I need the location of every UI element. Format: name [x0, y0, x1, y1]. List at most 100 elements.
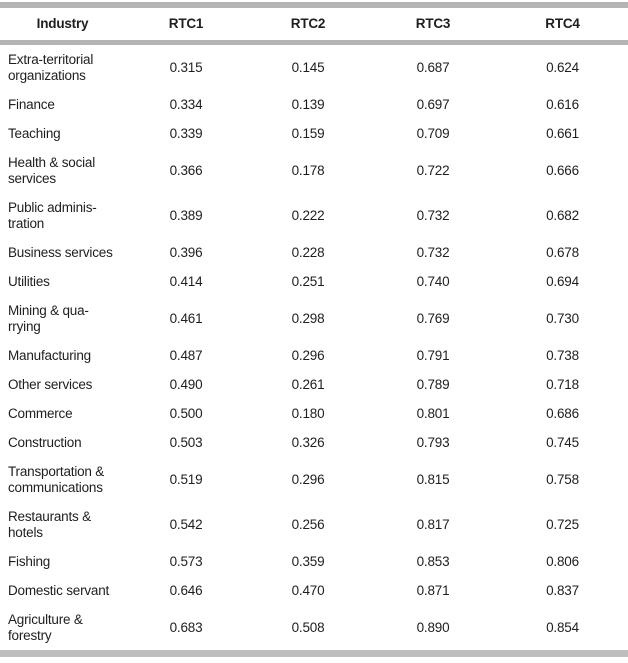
rtc3-value-cell: 0.769	[416, 310, 450, 326]
rtc4-value-cell: 0.738	[546, 347, 579, 363]
rtc3-value-cell: 0.815	[416, 471, 450, 487]
industry-cell: Construction	[8, 434, 82, 450]
rtc2-value-cell: 0.296	[291, 471, 325, 487]
rtc2-value-cell: 0.296	[291, 347, 325, 363]
rtc2-value-cell: 0.261	[291, 376, 325, 392]
rtc2-value-cell: 0.251	[291, 273, 325, 289]
rtc3-value-cell: 0.793	[416, 434, 450, 450]
table-row: Fishing 0.573 0.359 0.853 0.806	[0, 547, 628, 576]
rtc1-value-cell: 0.315	[169, 59, 203, 75]
industry-cell: Health & social services	[8, 154, 96, 186]
rtc1-value-cell: 0.490	[169, 376, 203, 392]
rtc1-value-cell: 0.461	[169, 310, 203, 326]
table-row: Commerce 0.500 0.180 0.801 0.686	[0, 399, 628, 428]
column-header-rtc2: RTC2	[247, 5, 369, 45]
rtc2-value-cell: 0.139	[291, 96, 325, 112]
rtc1-value-cell: 0.519	[169, 471, 203, 487]
rtc2-value-cell: 0.326	[291, 434, 325, 450]
rtc3-value-cell: 0.740	[416, 273, 450, 289]
industry-cell: Commerce	[8, 405, 73, 421]
rtc4-value-cell: 0.854	[546, 619, 579, 635]
table-body: Extra-territorial organizations 0.315 0.…	[0, 43, 628, 654]
rtc3-value-cell: 0.709	[416, 125, 450, 141]
industry-cell: Extra-territorial organizations	[8, 51, 94, 83]
rtc3-value-cell: 0.817	[416, 516, 450, 532]
table-row: Agriculture & forestry 0.683 0.508 0.890…	[0, 605, 628, 654]
table-row: Mining & qua- rrying 0.461 0.298 0.769 0…	[0, 296, 628, 341]
rtc1-value-cell: 0.683	[169, 619, 203, 635]
rtc4-value-cell: 0.837	[546, 582, 579, 598]
industry-cell: Utilities	[8, 273, 50, 289]
rtc4-value-cell: 0.745	[546, 434, 579, 450]
rtc3-value-cell: 0.687	[416, 59, 450, 75]
rtc2-value-cell: 0.228	[291, 244, 325, 260]
table-row: Health & social services 0.366 0.178 0.7…	[0, 148, 628, 193]
rtc2-value-cell: 0.159	[291, 125, 325, 141]
rtc1-value-cell: 0.573	[169, 553, 203, 569]
rtc4-value-cell: 0.730	[546, 310, 579, 326]
rtc2-value-cell: 0.359	[291, 553, 325, 569]
rtc3-value-cell: 0.791	[416, 347, 450, 363]
rtc4-value-cell: 0.666	[546, 162, 579, 178]
rtc2-value-cell: 0.222	[291, 207, 325, 223]
industry-cell: Other services	[8, 376, 93, 392]
rtc3-value-cell: 0.801	[416, 405, 450, 421]
rtc4-value-cell: 0.661	[546, 125, 579, 141]
rtc2-value-cell: 0.508	[291, 619, 325, 635]
table-row: Transportation & communications 0.519 0.…	[0, 457, 628, 502]
rtc2-value-cell: 0.145	[291, 59, 325, 75]
rtc4-value-cell: 0.678	[546, 244, 579, 260]
table-row: Construction 0.503 0.326 0.793 0.745	[0, 428, 628, 457]
table-row: Restaurants & hotels 0.542 0.256 0.817 0…	[0, 502, 628, 547]
rtc4-value-cell: 0.624	[546, 59, 579, 75]
column-header-rtc1: RTC1	[125, 5, 247, 45]
rtc1-value-cell: 0.500	[169, 405, 203, 421]
industry-cell: Teaching	[8, 125, 61, 141]
industry-cell: Fishing	[8, 553, 51, 569]
rtc4-value-cell: 0.616	[546, 96, 579, 112]
rtc1-value-cell: 0.396	[169, 244, 203, 260]
rtc1-value-cell: 0.414	[169, 273, 203, 289]
industry-cell: Manufacturing	[8, 347, 91, 363]
rtc1-value-cell: 0.646	[169, 582, 203, 598]
industry-cell: Restaurants & hotels	[8, 508, 91, 540]
table-row: Utilities 0.414 0.251 0.740 0.694	[0, 267, 628, 296]
column-header-rtc4: RTC4	[497, 5, 628, 45]
rtc2-value-cell: 0.180	[291, 405, 325, 421]
industry-cell: Agriculture & forestry	[8, 611, 83, 643]
rtc1-value-cell: 0.366	[169, 162, 203, 178]
table-row: Extra-territorial organizations 0.315 0.…	[0, 43, 628, 91]
rtc2-value-cell: 0.470	[291, 582, 325, 598]
rtc1-value-cell: 0.389	[169, 207, 203, 223]
column-header-rtc3: RTC3	[369, 5, 497, 45]
header-row: Industry RTC1 RTC2 RTC3 RTC4	[0, 5, 628, 45]
table-row: Manufacturing 0.487 0.296 0.791 0.738	[0, 341, 628, 370]
table-row: Other services 0.490 0.261 0.789 0.718	[0, 370, 628, 399]
rtc1-value-cell: 0.334	[169, 96, 203, 112]
rtc1-value-cell: 0.339	[169, 125, 203, 141]
rtc3-value-cell: 0.732	[416, 207, 450, 223]
table-row: Domestic servant 0.646 0.470 0.871 0.837	[0, 576, 628, 605]
industry-cell: Public adminis- tration	[8, 199, 97, 231]
industry-cell: Mining & qua- rrying	[8, 302, 89, 334]
rtc1-value-cell: 0.542	[169, 516, 203, 532]
rtc3-value-cell: 0.722	[416, 162, 450, 178]
rtc4-value-cell: 0.806	[546, 553, 579, 569]
table-row: Business services 0.396 0.228 0.732 0.67…	[0, 238, 628, 267]
rtc4-value-cell: 0.718	[546, 376, 579, 392]
rtc3-value-cell: 0.697	[416, 96, 450, 112]
rtc3-value-cell: 0.871	[416, 582, 450, 598]
column-header-industry: Industry	[0, 5, 125, 45]
rtc3-value-cell: 0.890	[416, 619, 450, 635]
rtc3-value-cell: 0.789	[416, 376, 450, 392]
rtc4-value-cell: 0.686	[546, 405, 579, 421]
rtc4-value-cell: 0.682	[546, 207, 579, 223]
rtc4-value-cell: 0.694	[546, 273, 579, 289]
table-row: Public adminis- tration 0.389 0.222 0.73…	[0, 193, 628, 238]
rtc3-value-cell: 0.732	[416, 244, 450, 260]
rtc2-value-cell: 0.298	[291, 310, 325, 326]
rtc1-value-cell: 0.487	[169, 347, 203, 363]
industry-cell: Transportation & communications	[8, 463, 105, 495]
